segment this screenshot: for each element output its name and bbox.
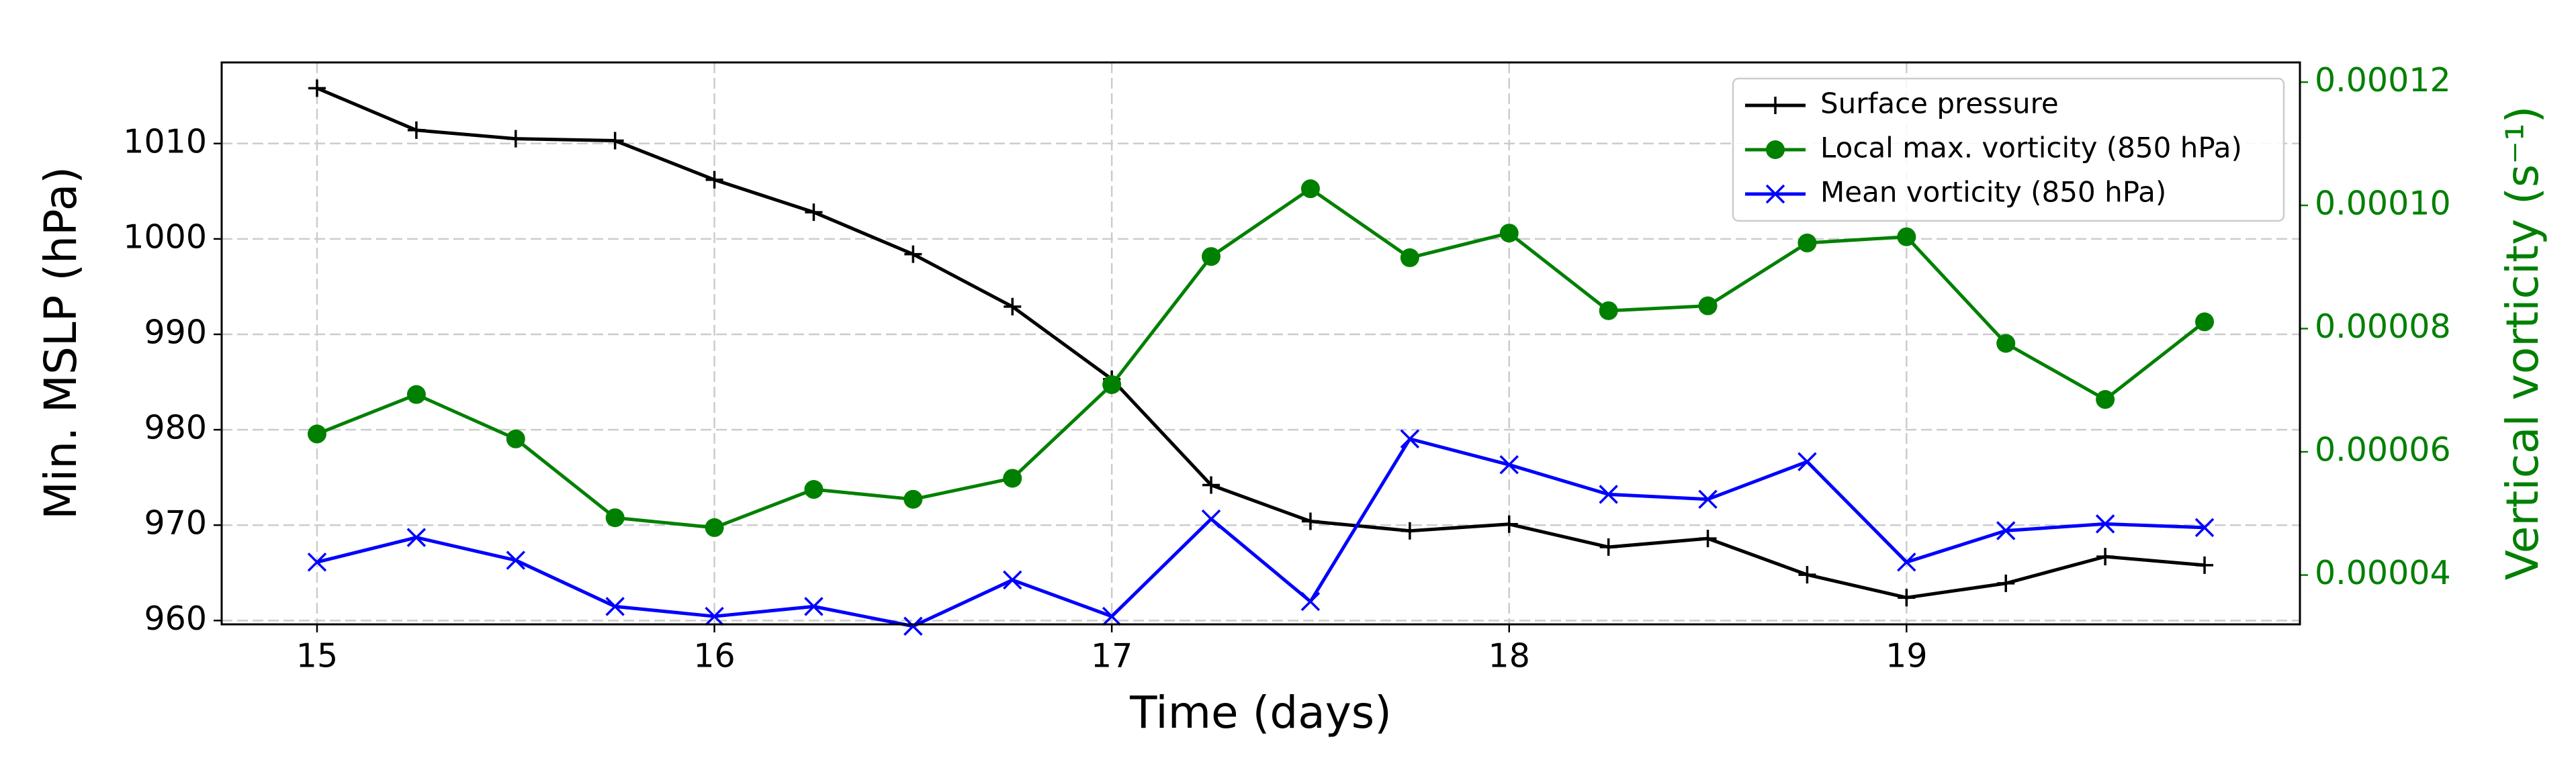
- marker: [2096, 548, 2115, 566]
- marker: [1202, 476, 1220, 494]
- marker: [1767, 97, 1784, 114]
- marker: [1698, 296, 1718, 316]
- marker: [1401, 522, 1419, 540]
- marker: [1003, 469, 1022, 488]
- marker: [506, 130, 525, 148]
- legend-label: Local max. vorticity (850 hPa): [1820, 132, 2242, 164]
- marker: [1599, 538, 1617, 556]
- marker: [1699, 530, 1717, 548]
- marker: [1765, 184, 1785, 204]
- marker: [1996, 521, 2016, 540]
- marker: [605, 597, 625, 616]
- series-line: [316, 437, 2205, 628]
- marker: [805, 203, 823, 222]
- marker: [1400, 248, 1419, 267]
- legend-label: Surface pressure: [1820, 87, 2059, 120]
- y-tick-label: 1010: [123, 122, 207, 160]
- marker: [308, 79, 326, 97]
- marker: [705, 518, 724, 537]
- marker: [1300, 179, 1320, 199]
- marker: [1102, 606, 1122, 626]
- marker: [903, 616, 923, 636]
- y2-tick-label: 0.00004: [2315, 554, 2451, 592]
- marker: [903, 489, 923, 509]
- y-tick-label: 980: [144, 409, 207, 447]
- marker: [1898, 589, 1916, 607]
- legend-box: [1732, 77, 2285, 222]
- x-tick-label: 18: [1489, 637, 1530, 675]
- marker: [1599, 301, 1618, 320]
- marker: [2195, 312, 2215, 332]
- marker: [506, 429, 525, 448]
- y2-tick-label: 0.00008: [2315, 307, 2451, 346]
- marker: [606, 132, 624, 150]
- marker: [1003, 570, 1022, 590]
- marker: [2096, 390, 2115, 410]
- marker: [1499, 455, 1519, 475]
- marker: [1201, 509, 1221, 529]
- x-tick-label: 17: [1091, 637, 1132, 675]
- marker: [307, 553, 327, 572]
- x-tick-label: 19: [1885, 637, 1927, 675]
- series-line: [316, 187, 2206, 530]
- marker: [1897, 227, 1916, 246]
- marker: [1102, 375, 1122, 394]
- marker: [804, 597, 824, 616]
- y-tick-label: 1000: [123, 218, 207, 256]
- y-tick-label: 970: [144, 504, 207, 542]
- marker: [2194, 518, 2215, 538]
- marker: [1766, 140, 1785, 159]
- marker: [904, 245, 922, 263]
- marker: [506, 550, 526, 570]
- marker: [1300, 591, 1321, 612]
- marker: [605, 508, 625, 528]
- marker: [307, 424, 326, 444]
- marker: [2095, 514, 2115, 534]
- marker: [1400, 429, 1420, 448]
- marker: [1897, 553, 1916, 572]
- marker: [406, 385, 426, 404]
- marker: [804, 480, 824, 499]
- marker: [1301, 512, 1319, 530]
- y2-tick-label: 0.00012: [2315, 61, 2451, 99]
- y-axis-label: Min. MSLP (hPa): [35, 166, 87, 520]
- marker: [1499, 224, 1519, 243]
- x-tick-label: 16: [693, 637, 735, 675]
- marker: [406, 528, 427, 547]
- marker: [1798, 566, 1816, 584]
- marker: [705, 606, 724, 626]
- plot-frame: [220, 61, 2301, 626]
- marker: [1202, 247, 1221, 267]
- marker: [1698, 489, 1718, 509]
- y2-tick-label: 0.00010: [2315, 184, 2451, 222]
- marker: [407, 121, 425, 139]
- x-axis-label: Time (days): [1129, 687, 1392, 738]
- marker: [2196, 556, 2214, 574]
- y2-tick-label: 0.00006: [2315, 431, 2451, 469]
- marker: [1997, 574, 2015, 592]
- x-tick-label: 15: [296, 637, 338, 675]
- marker: [1797, 452, 1817, 471]
- y-tick-label: 990: [144, 314, 207, 352]
- marker: [1500, 515, 1518, 533]
- y-tick-label: 960: [144, 600, 207, 638]
- marker: [1996, 334, 2016, 353]
- marker: [1599, 485, 1618, 504]
- marker: [1797, 233, 1817, 252]
- y2-axis-label: Vertical vorticity (s⁻¹): [2497, 106, 2548, 581]
- series-line: [316, 87, 2205, 600]
- legend-label: Mean vorticity (850 hPa): [1820, 176, 2166, 209]
- marker: [1004, 297, 1022, 316]
- marker: [705, 171, 723, 189]
